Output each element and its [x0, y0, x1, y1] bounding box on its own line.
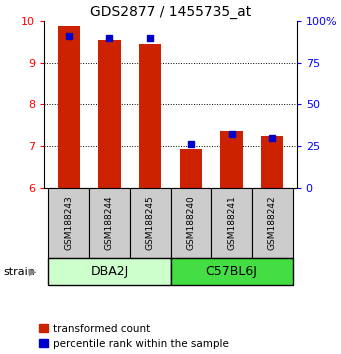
Bar — [89, 188, 130, 258]
Text: DBA2J: DBA2J — [90, 265, 129, 278]
Text: C57BL6J: C57BL6J — [206, 265, 257, 278]
Text: GSM188243: GSM188243 — [64, 196, 73, 250]
Bar — [252, 188, 293, 258]
Text: GSM188245: GSM188245 — [146, 196, 155, 250]
Bar — [98, 40, 121, 188]
Bar — [58, 26, 80, 188]
Bar — [48, 188, 89, 258]
Text: strain: strain — [3, 267, 35, 277]
Bar — [170, 188, 211, 258]
Bar — [220, 131, 243, 188]
Legend: transformed count, percentile rank within the sample: transformed count, percentile rank withi… — [39, 324, 229, 349]
Text: GSM188244: GSM188244 — [105, 196, 114, 250]
Bar — [170, 258, 293, 285]
Bar — [211, 188, 252, 258]
Text: GSM188240: GSM188240 — [186, 196, 195, 250]
Title: GDS2877 / 1455735_at: GDS2877 / 1455735_at — [90, 5, 251, 19]
Text: GSM188241: GSM188241 — [227, 196, 236, 250]
Bar — [130, 188, 170, 258]
Bar — [139, 44, 161, 188]
Bar — [180, 149, 202, 188]
Text: GSM188242: GSM188242 — [268, 196, 277, 250]
Bar — [48, 258, 170, 285]
Text: ▶: ▶ — [29, 267, 36, 277]
Bar — [261, 136, 283, 188]
